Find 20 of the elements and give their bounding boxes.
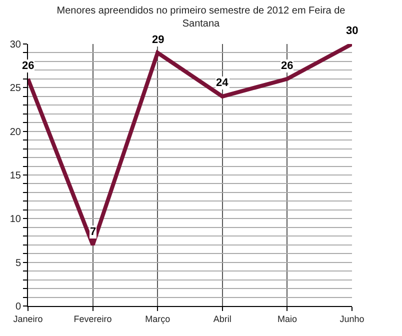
data-label: 26 — [281, 60, 294, 72]
x-tick-label: Janeiro — [13, 314, 43, 324]
x-tick-label: Fevereiro — [74, 314, 112, 324]
data-label: 26 — [22, 60, 34, 72]
y-tick-label: 20 — [10, 126, 22, 138]
y-tick-label: 10 — [10, 214, 22, 226]
x-tick-label: Junho — [340, 314, 364, 324]
data-label: 29 — [152, 34, 164, 46]
y-tick-label: 15 — [10, 170, 22, 182]
y-tick-label: 30 — [10, 40, 22, 50]
chart-title: Menores apreendidos no primeiro semestre de 2012 em Feira de Santana — [56, 5, 346, 30]
y-tick-label: 25 — [10, 83, 22, 94]
y-tick-label: 0 — [15, 302, 22, 312]
x-tick-label: Maio — [277, 314, 297, 324]
data-label: 30 — [346, 25, 358, 37]
x-tick-label: Abril — [213, 314, 232, 324]
x-tick-label: Março — [145, 314, 170, 324]
data-label: 7 — [90, 226, 96, 238]
y-tick-label: 5 — [15, 258, 22, 269]
data-label: 24 — [216, 77, 230, 89]
